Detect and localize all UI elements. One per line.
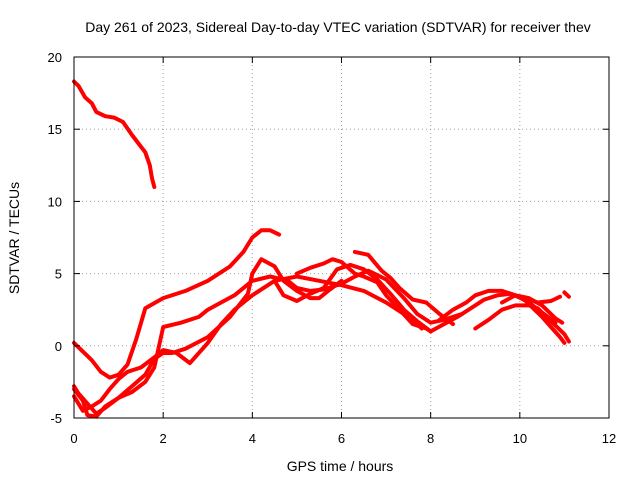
series-sat-d	[72, 274, 424, 413]
series-sat-m	[522, 294, 562, 305]
data-series	[72, 79, 571, 419]
y-tick-label: 5	[55, 267, 62, 282]
y-tick-labels: -5 0 5 10 15 20	[48, 50, 62, 426]
y-tick-label: 20	[48, 50, 62, 65]
series-sat-g	[294, 257, 433, 334]
series-sat-n	[562, 290, 571, 299]
y-tick-label: -5	[50, 411, 62, 426]
series-sat-h	[352, 249, 455, 327]
y-tick-label: 0	[55, 339, 62, 354]
x-tick-label: 8	[427, 431, 434, 446]
grid	[74, 57, 609, 418]
x-tick-label: 0	[70, 431, 77, 446]
series-sat-b	[72, 228, 282, 380]
series-sat-k	[473, 303, 571, 344]
chart-title: Day 261 of 2023, Sidereal Day-to-day VTE…	[85, 19, 591, 35]
x-tick-label: 12	[602, 431, 616, 446]
x-tick-label: 10	[513, 431, 527, 446]
x-tick-label: 2	[160, 431, 167, 446]
x-tick-label: 4	[249, 431, 256, 446]
y-axis-label: SDTVAR / TECUs	[6, 182, 22, 294]
y-tick-label: 10	[48, 194, 62, 209]
series-sat-f	[272, 262, 433, 334]
x-tick-label: 6	[338, 431, 345, 446]
x-axis-label: GPS time / hours	[287, 458, 394, 474]
series-sat-e	[72, 268, 464, 419]
series-sat-a	[72, 79, 157, 189]
y-tick-label: 15	[48, 122, 62, 137]
ticks	[73, 56, 610, 419]
x-tick-labels: 0 2 4 6 8 10 12	[70, 431, 616, 446]
